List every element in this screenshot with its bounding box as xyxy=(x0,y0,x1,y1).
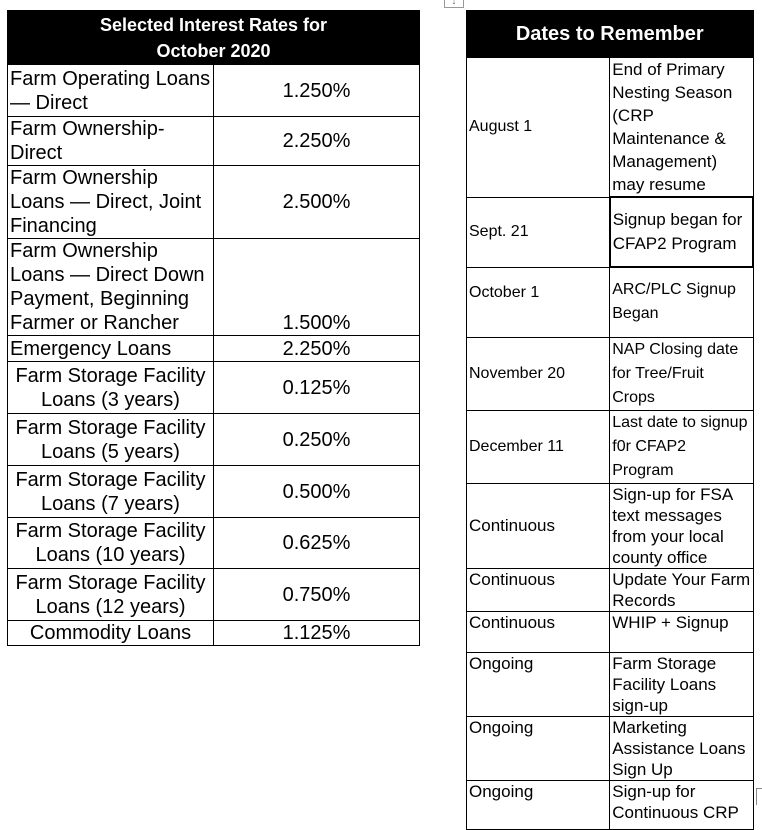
table-row: Farm Ownership Loans — Direct Down Payme… xyxy=(7,238,420,336)
dates-to-remember-table: Dates to Remember August 1 End of Primary… xyxy=(465,10,755,830)
loan-name: Farm Ownership Loans — Direct Down Payme… xyxy=(7,238,214,336)
event-cell: Sign-up for FSA text messages from your … xyxy=(609,482,754,569)
date-cell: Ongoing xyxy=(465,651,611,717)
loan-rate: 0.250% xyxy=(213,413,420,466)
table-row: Commodity Loans 1.125% xyxy=(7,620,420,646)
table-row: Farm Storage Facility Loans (5 years) 0.2… xyxy=(7,413,420,466)
loan-rate: 1.125% xyxy=(213,620,420,646)
event-cell: Signup began for CFAP2 Program xyxy=(608,196,755,268)
table-row: December 11 Last date to signup f0r CFAP2… xyxy=(465,409,754,484)
table-row: Farm Storage Facility Loans (7 years) 0.5… xyxy=(7,465,420,518)
dates-table-title: Dates to Remember xyxy=(466,10,754,58)
loan-name: Commodity Loans xyxy=(7,620,214,646)
loan-rate: 0.750% xyxy=(213,568,420,621)
table-row: Ongoing Marketing Assistance Loans Sign U… xyxy=(465,715,754,781)
table-row: Farm Storage Facility Loans (10 years) 0.… xyxy=(7,517,420,569)
table-row: Continuous Update Your Farm Records xyxy=(465,567,754,612)
date-cell: Continuous xyxy=(465,610,611,653)
table-row: Ongoing Sign-up for Continuous CRP xyxy=(465,779,754,830)
table-row: Farm Ownership Loans — Direct, Joint Fin… xyxy=(7,165,420,239)
loan-rate: 0.500% xyxy=(213,465,420,518)
event-cell: Farm Storage Facility Loans sign-up xyxy=(609,651,754,717)
loan-name: Farm Ownership Loans — Direct, Joint Fin… xyxy=(7,165,214,239)
page-corner-marker xyxy=(756,788,762,805)
loan-name: Farm Ownership-Direct xyxy=(7,116,214,166)
loan-name: Farm Storage Facility Loans (5 years) xyxy=(7,413,214,466)
date-cell: November 20 xyxy=(465,336,611,411)
loan-rate: 1.250% xyxy=(213,64,420,117)
table-row: Continuous WHIP + Signup xyxy=(465,610,754,653)
date-cell: Continuous xyxy=(465,482,611,569)
loan-name: Farm Operating Loans — Direct xyxy=(7,64,214,117)
table-row: Continuous Sign-up for FSA text messages … xyxy=(465,482,754,569)
event-cell: End of Primary Nesting Season (CRP Maint… xyxy=(609,57,754,198)
date-cell: October 1 xyxy=(465,266,611,338)
table-row: August 1 End of Primary Nesting Season (C… xyxy=(465,57,754,198)
table-row: Ongoing Farm Storage Facility Loans sign-… xyxy=(465,651,754,717)
date-cell: Continuous xyxy=(465,567,611,612)
loan-name: Farm Storage Facility Loans (7 years) xyxy=(7,465,214,518)
table-row: October 1 ARC/PLC Signup Began xyxy=(465,266,754,338)
loan-rate: 0.625% xyxy=(213,517,420,569)
interest-rates-table: Selected Interest Rates for October 2020 … xyxy=(7,10,420,646)
event-cell: Last date to signup f0r CFAP2 Program xyxy=(609,409,754,484)
table-row: Farm Ownership-Direct 2.250% xyxy=(7,116,420,166)
event-cell: Sign-up for Continuous CRP xyxy=(609,779,754,830)
table-row: Farm Storage Facility Loans (12 years) 0.… xyxy=(7,568,420,621)
date-cell: Ongoing xyxy=(465,779,611,830)
loan-name: Farm Storage Facility Loans (12 years) xyxy=(7,568,214,621)
loan-rate: 0.125% xyxy=(213,361,420,414)
event-cell: WHIP + Signup xyxy=(609,610,754,653)
date-cell: Ongoing xyxy=(465,715,611,781)
table-row: Farm Operating Loans — Direct 1.250% xyxy=(7,64,420,117)
rates-table-title: Selected Interest Rates for October 2020 xyxy=(7,10,420,65)
date-cell: August 1 xyxy=(465,57,611,198)
loan-rate: 1.500% xyxy=(213,238,420,336)
table-anchor-icon[interactable]: ↓ xyxy=(444,0,464,8)
date-cell: Sept. 21 xyxy=(465,196,611,268)
table-row: Emergency Loans 2.250% xyxy=(7,335,420,362)
event-cell: ARC/PLC Signup Began xyxy=(609,266,754,338)
loan-rate: 2.250% xyxy=(213,335,420,362)
loan-rate: 2.500% xyxy=(213,165,420,239)
loan-name: Farm Storage Facility Loans (3 years) xyxy=(7,361,214,414)
table-row: Farm Storage Facility Loans (3 years) 0.1… xyxy=(7,361,420,414)
loan-name: Farm Storage Facility Loans (10 years) xyxy=(7,517,214,569)
event-cell: Update Your Farm Records xyxy=(609,567,754,612)
table-row: November 20 NAP Closing date for Tree/Fru… xyxy=(465,336,754,411)
event-cell: Marketing Assistance Loans Sign Up xyxy=(609,715,754,781)
loan-rate: 2.250% xyxy=(213,116,420,166)
loan-name: Emergency Loans xyxy=(7,335,214,362)
date-cell: December 11 xyxy=(465,409,611,484)
table-row: Sept. 21 Signup began for CFAP2 Program xyxy=(465,196,755,268)
event-cell: NAP Closing date for Tree/Fruit Crops xyxy=(609,336,754,411)
